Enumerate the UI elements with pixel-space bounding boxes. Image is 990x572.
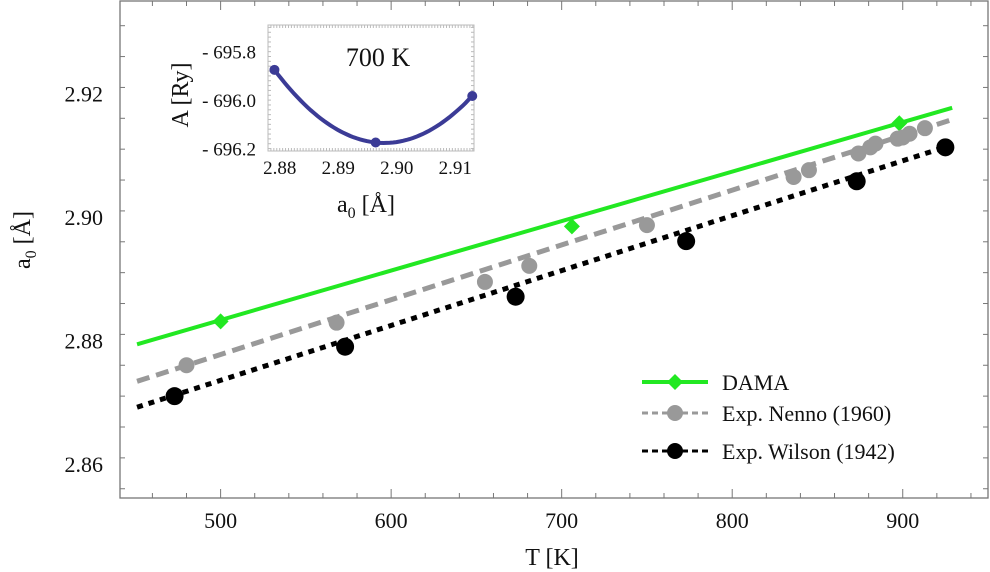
data-point — [506, 287, 525, 306]
inset-x-tick-label: 2.88 — [263, 158, 296, 179]
inset-x-axis-label-unit: [Å] — [356, 192, 395, 218]
y-axis-label-unit: [Å] — [10, 211, 36, 250]
y-axis-label-sub: 0 — [23, 250, 40, 258]
data-point — [638, 217, 655, 234]
data-point — [563, 218, 580, 235]
inset-x-axis-label: a0 [Å] — [337, 192, 395, 222]
inset-plot: 2.88 2.89 2.90 2.91 - 695.8 - 696.0 - 696.2 700… — [168, 24, 478, 222]
inset-x-axis-label-base: a — [337, 192, 348, 218]
inset-x-tick-label: 2.90 — [380, 158, 413, 179]
data-point — [476, 273, 493, 290]
inset-x-tick-label: 2.91 — [439, 158, 472, 179]
main-plot-frame — [119, 0, 989, 499]
y-tick-label: 2.92 — [65, 82, 104, 107]
main-axis-ticks: 500 600 700 800 900 2.86 2.88 2.90 2.92 — [65, 1, 988, 533]
series-line — [136, 142, 953, 410]
data-point — [891, 115, 908, 132]
legend-label: Exp. Nenno (1960) — [722, 401, 891, 426]
data-point — [850, 145, 867, 162]
y-tick-label: 2.86 — [65, 452, 104, 477]
data-point — [916, 120, 933, 137]
inset-title: 700 K — [346, 43, 411, 72]
legend: DAMA Exp. Nenno (1960) Exp. Wilson (1942) — [642, 370, 895, 464]
data-point — [165, 387, 184, 406]
plot-frame — [119, 0, 989, 499]
y-axis-label: a0 [Å] — [10, 211, 40, 269]
legend-marker — [667, 374, 683, 390]
data-point — [800, 162, 817, 179]
data-point — [867, 135, 884, 152]
inset-data-point — [370, 137, 381, 148]
data-point — [847, 172, 866, 191]
inset-data-point — [467, 90, 478, 101]
inset-frame — [267, 24, 475, 152]
data-point — [521, 257, 538, 274]
inset-y-axis-label: A [Ry] — [168, 62, 194, 127]
data-point — [212, 313, 229, 330]
x-tick-label: 600 — [375, 508, 408, 533]
data-point — [336, 337, 355, 356]
x-tick-label: 900 — [886, 508, 919, 533]
x-tick-label: 800 — [716, 508, 749, 533]
x-tick-label: 500 — [204, 508, 237, 533]
series-dama — [136, 105, 953, 347]
data-point — [677, 232, 696, 251]
y-tick-label: 2.88 — [65, 329, 104, 354]
legend-label: Exp. Wilson (1942) — [722, 439, 895, 464]
series-line — [136, 117, 953, 384]
main-plot-series — [136, 105, 955, 410]
inset-x-tick-label: 2.89 — [322, 158, 355, 179]
data-point — [785, 168, 802, 185]
inset-y-tick-label: - 696.0 — [202, 91, 256, 112]
y-tick-label: 2.90 — [65, 205, 104, 230]
x-axis-label: T [K] — [525, 545, 579, 571]
data-point — [328, 314, 345, 331]
series-exp-nenno-1960- — [136, 117, 953, 384]
series-exp-wilson-1942- — [136, 138, 955, 410]
inset-data-point — [269, 64, 280, 75]
series-line — [136, 105, 953, 347]
legend-marker — [667, 405, 683, 421]
data-point — [178, 357, 195, 374]
legend-label: DAMA — [722, 370, 789, 395]
inset-y-tick-label: - 696.2 — [202, 140, 256, 161]
data-point — [901, 125, 918, 142]
inset-x-axis-label-sub: 0 — [348, 205, 356, 222]
x-tick-label: 700 — [545, 508, 578, 533]
data-point — [936, 138, 955, 157]
legend-marker — [667, 443, 683, 459]
inset-y-tick-label: - 695.8 — [202, 43, 256, 64]
y-axis-label-base: a — [10, 258, 36, 269]
